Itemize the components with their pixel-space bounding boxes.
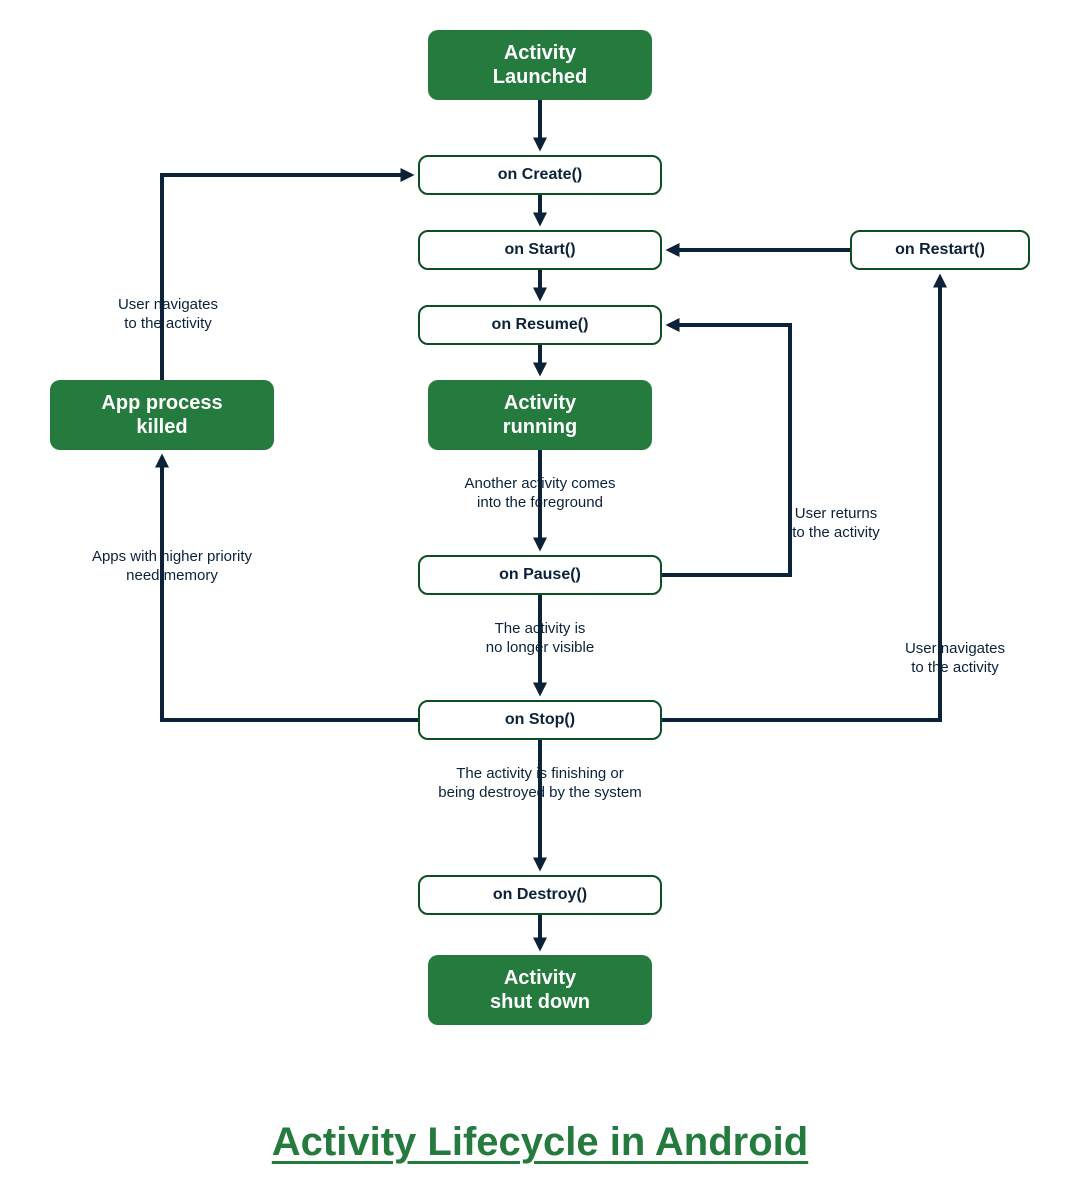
diagram-title: Activity Lifecycle in Android [0,1120,1080,1165]
node-launched: Activity Launched [428,30,652,100]
node-shutdown: Activity shut down [428,955,652,1025]
edge-stop-to-appkilled [162,457,418,720]
node-onStop: on Stop() [418,700,662,740]
edge-label-noLonger: The activity is no longer visible [440,620,640,658]
node-onDestroy: on Destroy() [418,875,662,915]
edge-label-higherPrio: Apps with higher priority need memory [62,548,282,586]
edge-label-anotherAct: Another activity comes into the foregrou… [410,475,670,513]
node-onResume: on Resume() [418,305,662,345]
edge-label-finishing: The activity is finishing or being destr… [400,765,680,803]
edge-label-userNavTop: User navigates to the activity [88,296,248,334]
diagram-stage: Activity Lifecycle in Android Activity L… [0,0,1080,1187]
node-appKilled: App process killed [50,380,274,450]
node-onCreate: on Create() [418,155,662,195]
node-running: Activity running [428,380,652,450]
node-onPause: on Pause() [418,555,662,595]
node-onStart: on Start() [418,230,662,270]
edge-appkilled-to-create [162,175,411,380]
node-onRestart: on Restart() [850,230,1030,270]
edge-label-userNavRight: User navigates to the activity [870,640,1040,678]
edge-label-userReturns: User returns to the activity [756,505,916,543]
